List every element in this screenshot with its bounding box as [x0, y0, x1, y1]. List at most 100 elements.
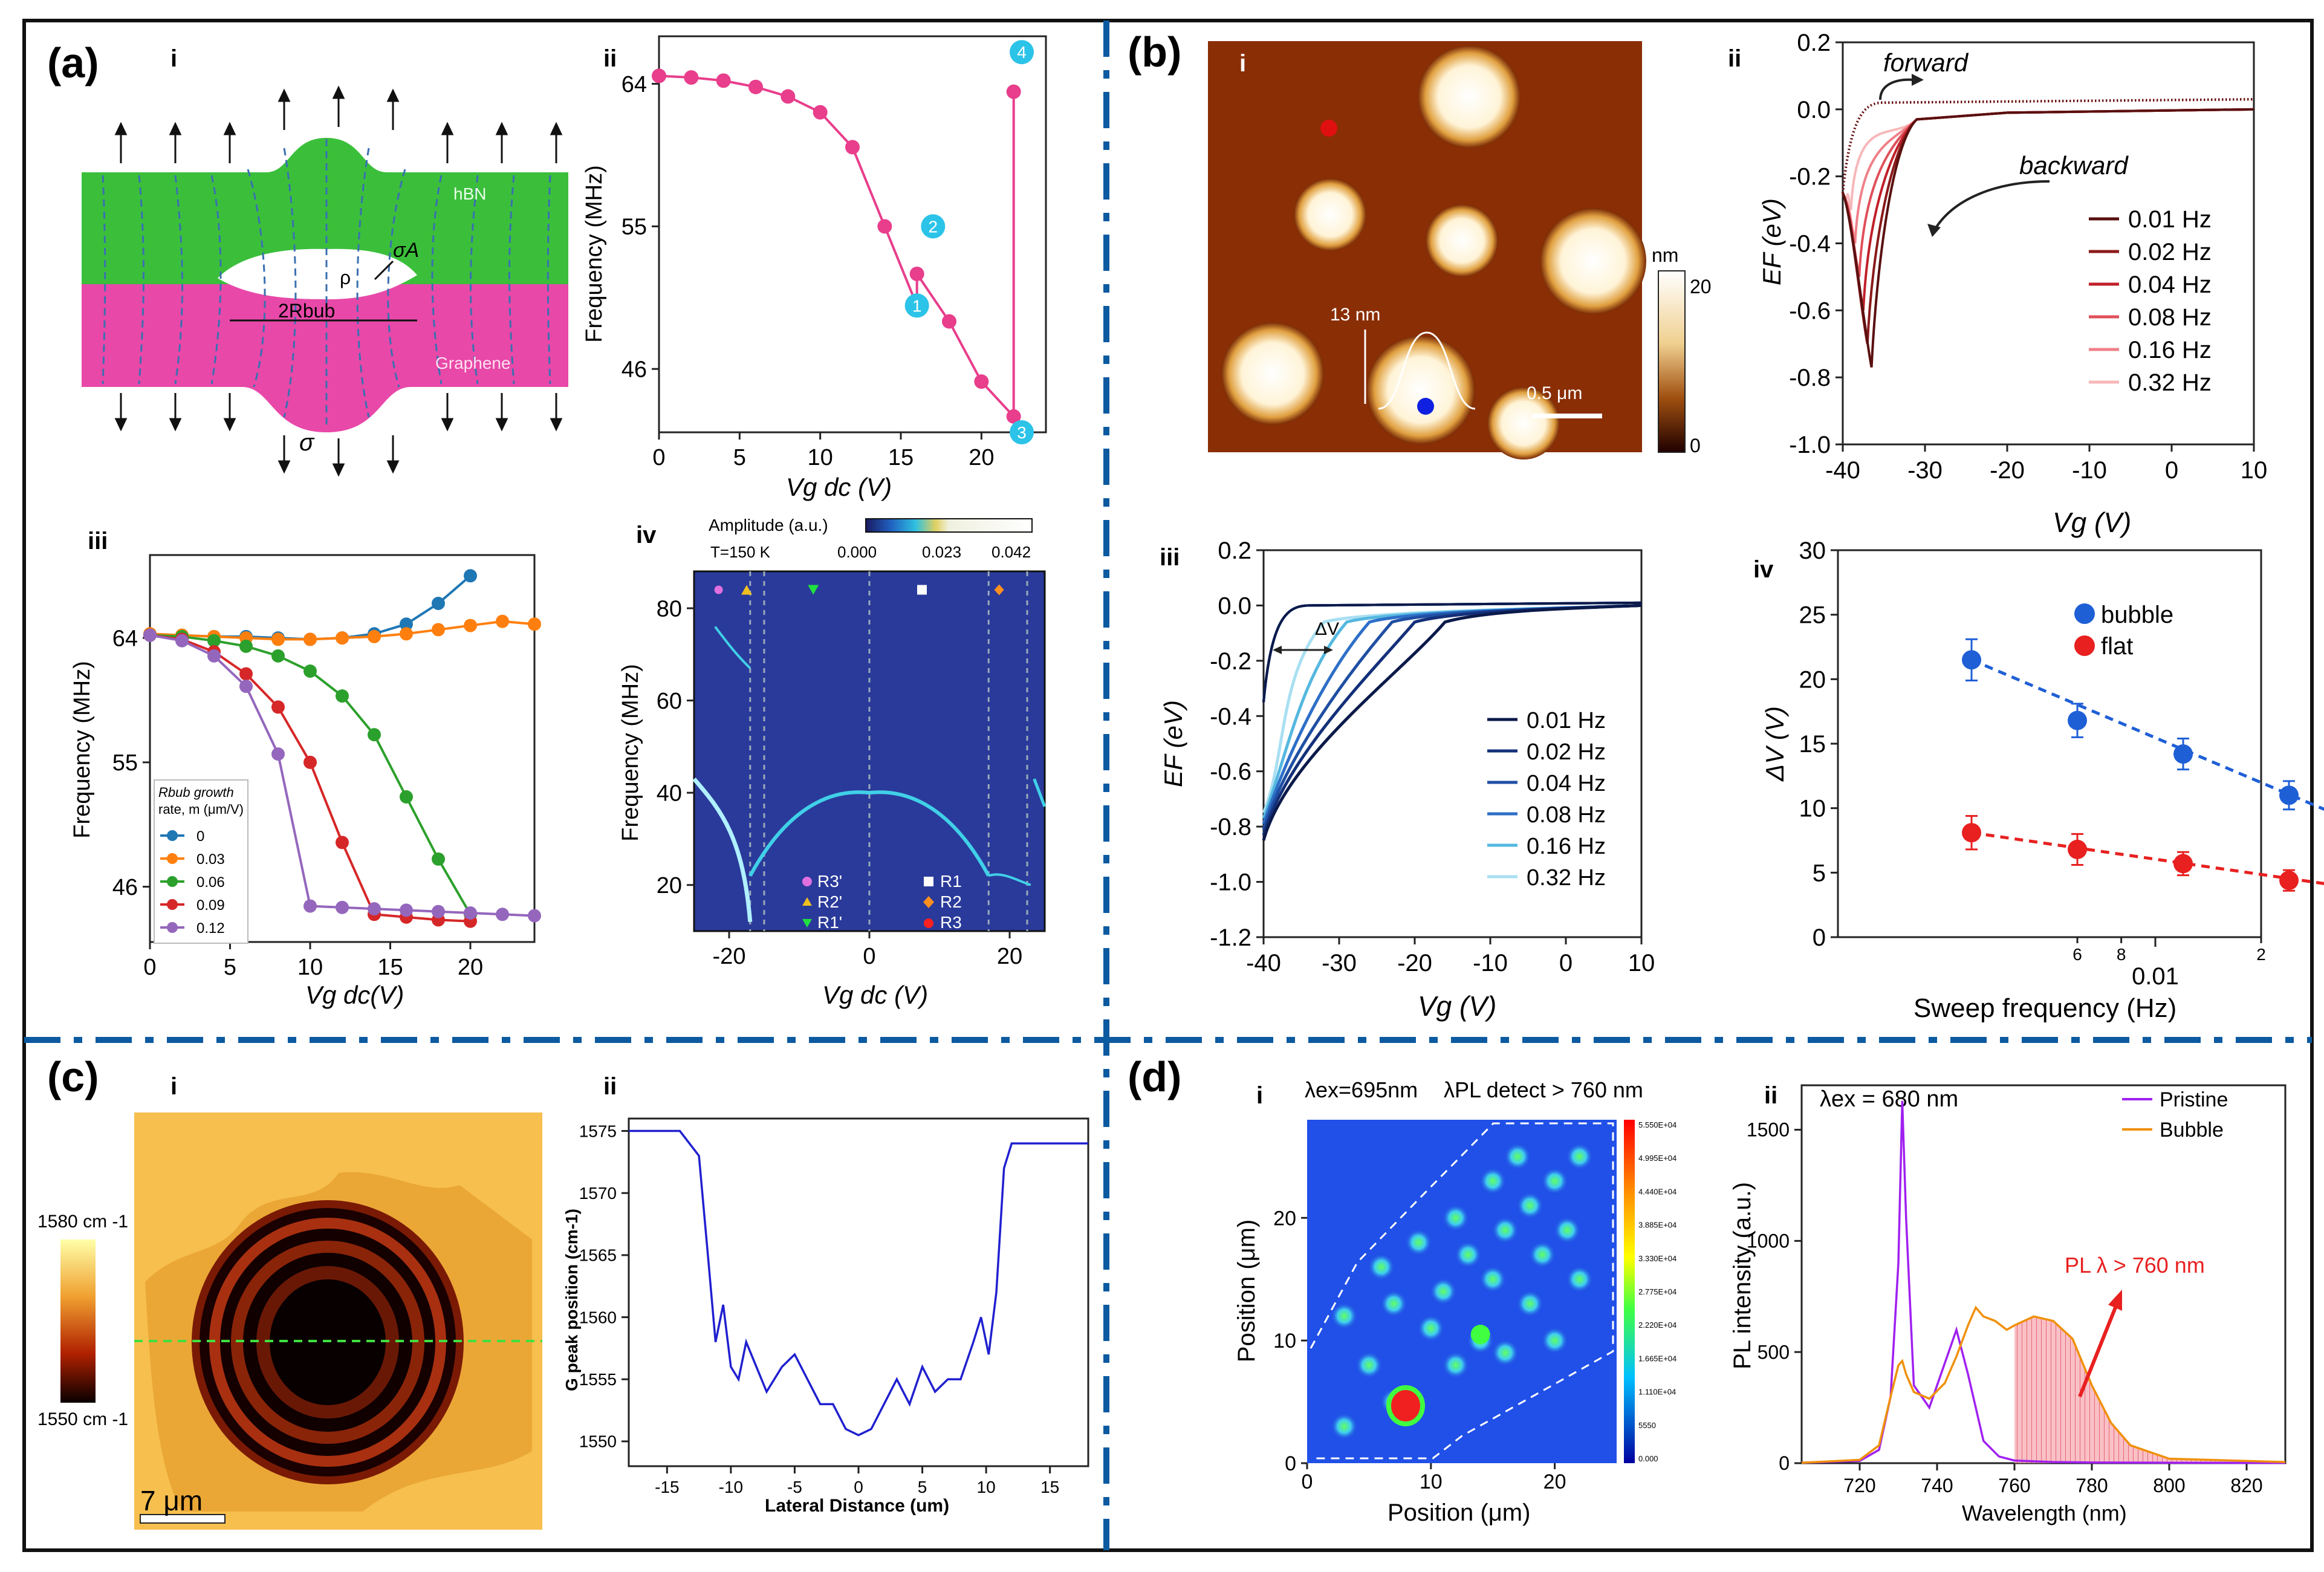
pl-ex-label: λex=695nm: [1305, 1077, 1418, 1102]
data-b-iii: [1262, 601, 1642, 841]
data-point: [400, 790, 413, 804]
y-tick-label: -0.6: [1789, 297, 1831, 324]
panel-b-iv: iv 0510152025306824680.010.1 bubble flat…: [1753, 538, 2324, 1023]
amp-tick-0: 0.000: [837, 543, 877, 561]
marker-r3p: [714, 585, 723, 594]
label-delta-v: ΔV: [1315, 619, 1339, 639]
marker-badge: [921, 214, 946, 239]
data-point: [303, 664, 317, 678]
axes-d-ii: 720 740 760 780 800 820 0 500 1000 1500: [1747, 1119, 2263, 1496]
roman-b-iii: iii: [1160, 544, 1180, 571]
y-tick-label: 1575: [579, 1122, 617, 1140]
xlabel-b-ii: Vg (V): [2053, 507, 2131, 538]
label-rho: ρ: [340, 267, 351, 288]
y-tick-label: -0.2: [1210, 648, 1251, 675]
data-point: [748, 79, 763, 94]
label-backward: backward: [2019, 151, 2129, 180]
y-tick-label: 5: [1813, 860, 1826, 886]
roman-a-ii: ii: [603, 45, 617, 72]
x-tick-label: -10: [2072, 457, 2107, 484]
pl-spot: [1504, 1143, 1531, 1170]
series-curve-forward: [1842, 98, 2254, 193]
y-tick-label: -0.4: [1210, 703, 1251, 730]
pl-spot: [1442, 1204, 1469, 1232]
y-tick-label: 55: [622, 215, 647, 240]
pl-colorbar-ticks: 5.550E+04 4.995E+04 4.440E+04 3.885E+04 3.33…: [1638, 1120, 1676, 1463]
x-tick-label: -20: [1990, 457, 2025, 484]
afm-height-label: 13 nm: [1330, 305, 1380, 325]
roman-b-iv: iv: [1753, 556, 1774, 583]
data-point: [432, 597, 445, 610]
cb-tick-label: 5.550E+04: [1638, 1120, 1676, 1129]
roman-d-ii: ii: [1764, 1082, 1777, 1109]
y-tick-label: 55: [112, 750, 138, 776]
xlabel-b-iv: Sweep frequency (Hz): [1913, 993, 2176, 1023]
data-point: [271, 632, 285, 646]
data-point: [2068, 710, 2088, 730]
pl-spec-ex-label: λex = 680 nm: [1820, 1086, 1958, 1112]
xlabel-a-iv: Vg dc (V): [822, 981, 928, 1009]
y-tick-label: 1570: [579, 1184, 617, 1203]
data-point: [336, 631, 349, 645]
legend-marker: [167, 876, 178, 887]
x-tick-label: 20: [969, 445, 994, 470]
y-tick-label: 1550: [579, 1432, 617, 1451]
pl-spot: [1529, 1241, 1556, 1268]
panel-a-i: i: [82, 45, 568, 477]
legend-r2: R2: [940, 892, 962, 911]
pl-spot: [1430, 1278, 1457, 1305]
pl-spot: [1516, 1290, 1543, 1317]
x-tick-label: 10: [977, 1478, 996, 1496]
roman-c-i: i: [170, 1073, 177, 1100]
panel-b: (b) i 13 nm 0.5 μm nm 20 0 ii: [1128, 28, 2324, 1023]
pl-spot: [1331, 1413, 1358, 1440]
x-tick-label: 10: [297, 955, 323, 980]
ylabel-d-ii: PL intensity (a.u.): [1729, 1182, 1756, 1369]
legend-label: 0.03: [196, 851, 225, 868]
label-hbn: hBN: [453, 184, 486, 203]
x-tick-label: 15: [1040, 1478, 1059, 1496]
legend-label: 0.01 Hz: [1527, 708, 1606, 733]
axes-b-ii: -40 -30 -20 -10 0 10 0.2 0.0 -0.2 -0.4 -0.6 -0.8 -1.…: [1789, 30, 2267, 484]
y-tick-label: 80: [657, 596, 682, 622]
legend-r1p: R1': [817, 913, 842, 932]
y-tick-label: -1.0: [1210, 869, 1251, 896]
series-curve-forward: [1262, 601, 1642, 703]
x-tick-label: 10: [1628, 950, 1655, 976]
series-curve: [1842, 108, 2254, 368]
data-point: [1962, 823, 1982, 843]
legend-label: 0.04 Hz: [1527, 771, 1606, 796]
panel-b-ii: ii -40 -30 -20 -10 0 10 0.2 0.0 -0.2 -0.4 -0.6 -0.8…: [1728, 30, 2267, 538]
resonance-curve: [748, 790, 990, 877]
pl-colorbar: [1624, 1120, 1635, 1463]
hbn-layer: [82, 138, 568, 284]
legend-label: 0.16 Hz: [1527, 834, 1606, 859]
heatmap-features-a-iv: [692, 571, 1047, 931]
x-tick-label: 10: [2241, 457, 2268, 484]
data-point: [368, 902, 381, 916]
cb-tick-label: 5550: [1638, 1421, 1656, 1430]
frame-a-iii: [149, 554, 536, 943]
x-minor-label: 8: [2117, 945, 2126, 964]
axes-c-ii: -15 -10 -5 0 5 10 15 1550 1555 1560 1565 1570 1575: [579, 1122, 1060, 1496]
panel-a-ii: ii 0 5 10 15 20 46 55 64 1 2 3 4 Vg dc (V) Frequen…: [582, 35, 1047, 501]
x-tick-label: -5: [787, 1478, 802, 1496]
data-c-ii: [629, 1129, 1088, 1437]
legend-r2p: R2': [817, 892, 842, 911]
panel-label-a: (a): [47, 39, 99, 86]
pl-spot: [1417, 1314, 1444, 1342]
marker-label: 1: [912, 296, 922, 315]
y-tick-label: 1555: [579, 1370, 617, 1389]
data-point: [239, 639, 253, 653]
pl-detect-label: λPL detect > 760 nm: [1444, 1077, 1643, 1102]
raman-cb-min: 1550 cm -1: [37, 1409, 128, 1429]
series-line: [1801, 1305, 2286, 1464]
afm-cb-max: 20: [1690, 276, 1712, 297]
roman-a-i: i: [170, 45, 177, 72]
legend-r3: R3: [940, 913, 962, 932]
panel-d-i: i λex=695nm λPL detect > 760 nm 5.550E+0…: [1233, 1077, 1676, 1526]
raman-colorbar: [60, 1239, 96, 1403]
pl-spot: [1566, 1265, 1593, 1293]
afm-cb-unit: nm: [1652, 244, 1678, 266]
data-point: [496, 614, 509, 628]
